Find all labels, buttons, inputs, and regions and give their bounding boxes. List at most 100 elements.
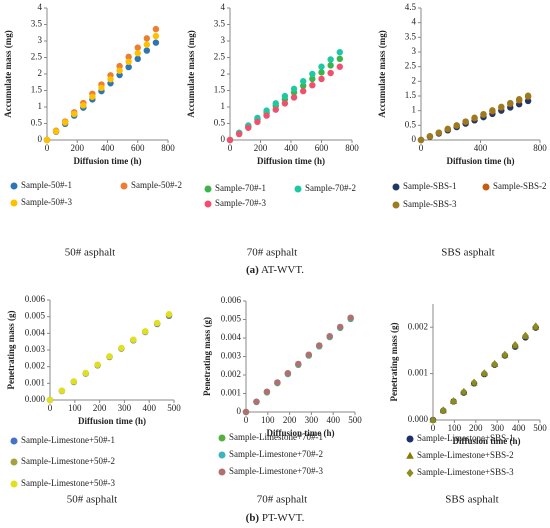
y-axis-label: Accumulate mass (mg) xyxy=(186,30,196,117)
legend-label: Sample-SBS-3 xyxy=(403,199,457,209)
legend-label: Sample-Limestone+50#-1 xyxy=(21,435,115,445)
legend-marker xyxy=(392,201,400,209)
y-tick-label: 3.5 xyxy=(405,31,417,41)
point xyxy=(327,69,334,77)
x-axis-label: Diffusion time (h) xyxy=(453,436,521,446)
x-tick-label: 0 xyxy=(45,143,50,153)
x-tick-label: 200 xyxy=(254,143,268,153)
legend-marker xyxy=(10,480,18,488)
point xyxy=(318,63,325,70)
point xyxy=(143,35,151,42)
legend-label: Sample-Limestone+70#-2 xyxy=(229,449,323,459)
point xyxy=(272,100,279,107)
y-tick-label: 0 xyxy=(38,134,43,144)
x-tick-label: 300 xyxy=(118,403,132,413)
x-tick-label: 800 xyxy=(533,143,547,153)
legend-marker xyxy=(392,183,400,191)
x-tick-label: 200 xyxy=(469,423,483,433)
point xyxy=(309,82,316,89)
legend-label: Sample-SBS-1 xyxy=(403,181,457,191)
point xyxy=(107,76,114,83)
legend-label: Sample-50#-2 xyxy=(131,180,182,190)
x-axis-label: Diffusion time (h) xyxy=(447,156,515,166)
legend-marker xyxy=(120,182,128,190)
point xyxy=(316,342,323,349)
legend-label: Sample-70#-1 xyxy=(215,183,266,193)
caption: SBS asphalt xyxy=(445,494,498,506)
point xyxy=(336,55,343,63)
point xyxy=(336,49,343,56)
legend-marker xyxy=(294,185,302,193)
y-tick-label: 1 xyxy=(412,105,417,115)
point xyxy=(435,129,443,136)
y-tick-label: 4.5 xyxy=(405,2,417,12)
point xyxy=(336,63,343,70)
y-tick-label: 3.5 xyxy=(214,19,226,29)
y-tick-label: 1 xyxy=(38,101,43,111)
point xyxy=(417,136,425,144)
point xyxy=(143,41,151,48)
figure-label: (a) AT-WVT. xyxy=(246,264,304,276)
point xyxy=(46,396,54,404)
x-tick-label: 0 xyxy=(419,143,424,153)
x-axis-label: Diffusion time (h) xyxy=(78,416,146,426)
legend-label: Sample-Limestone+70#-1 xyxy=(229,432,323,442)
point xyxy=(125,53,132,61)
x-axis-label: Diffusion time (h) xyxy=(74,156,142,166)
point xyxy=(450,397,457,405)
figure-text: AT-WVT. xyxy=(261,264,304,276)
legend-label: Sample-Limestone+50#-3 xyxy=(21,478,116,488)
y-tick-label: 2.5 xyxy=(214,52,226,62)
point xyxy=(453,122,460,129)
x-tick-label: 400 xyxy=(142,403,156,413)
y-axis-label: Penetrating mass (g) xyxy=(389,323,399,402)
y-tick-label: 3 xyxy=(38,35,43,45)
legend-label: Sample-70#-2 xyxy=(305,183,356,193)
point xyxy=(116,62,123,70)
point xyxy=(429,416,437,424)
x-tick-label: 200 xyxy=(71,143,85,153)
point xyxy=(524,97,532,105)
point xyxy=(94,361,101,368)
y-tick-label: 1.5 xyxy=(405,90,417,100)
point xyxy=(522,331,529,340)
x-tick-label: 400 xyxy=(474,143,488,153)
point xyxy=(82,369,89,377)
point xyxy=(165,310,173,318)
point xyxy=(440,406,447,415)
point xyxy=(480,110,487,118)
figure-text: PT-WVT. xyxy=(262,512,305,524)
legend-marker xyxy=(406,435,414,443)
point xyxy=(153,319,161,327)
point xyxy=(501,350,509,359)
y-tick-label: 0.004 xyxy=(221,332,242,342)
x-tick-label: 200 xyxy=(93,403,107,413)
point xyxy=(143,47,151,54)
y-tick-label: 0 xyxy=(237,406,242,416)
point xyxy=(242,408,250,416)
y-axis-label: Accumulate mass (mg) xyxy=(3,30,13,117)
legend-marker xyxy=(218,468,226,476)
legend-marker xyxy=(218,434,226,442)
y-tick-label: 2 xyxy=(221,68,226,78)
point xyxy=(235,130,243,138)
y-axis-label: Accumulate mass (mg) xyxy=(377,30,387,117)
x-tick-label: 400 xyxy=(284,143,298,153)
point xyxy=(58,387,66,394)
point xyxy=(470,378,478,387)
point xyxy=(491,360,498,368)
legend-marker xyxy=(406,468,414,478)
point xyxy=(498,103,505,111)
point xyxy=(507,99,514,107)
x-tick-label: 400 xyxy=(326,415,340,425)
x-tick-label: 800 xyxy=(161,143,175,153)
legend-marker xyxy=(204,185,212,193)
point xyxy=(274,379,281,386)
x-tick-label: 0 xyxy=(48,403,53,413)
point xyxy=(462,118,469,125)
point xyxy=(305,351,312,358)
y-tick-label: 0.006 xyxy=(25,294,46,304)
point xyxy=(471,114,478,121)
point xyxy=(281,92,289,100)
legend-label: Sample-Limestone+70#-3 xyxy=(229,466,324,476)
